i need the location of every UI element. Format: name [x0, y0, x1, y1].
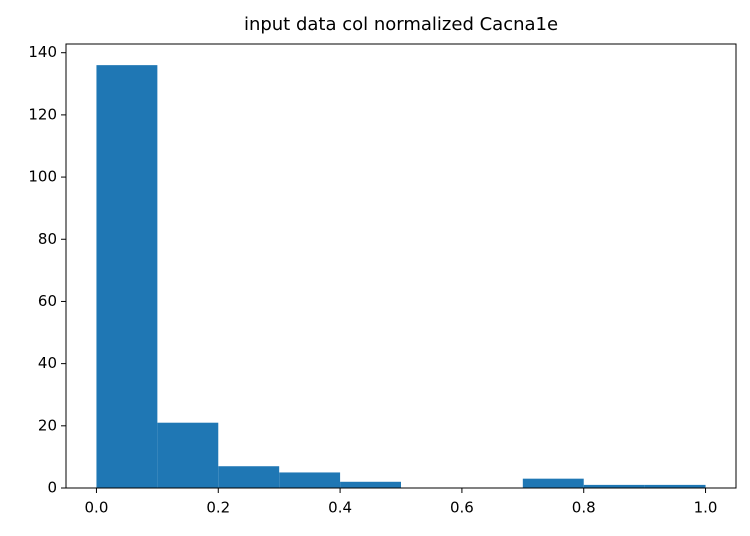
- bar: [522, 478, 584, 488]
- bar: [96, 65, 158, 489]
- bar: [279, 472, 341, 488]
- bar: [157, 422, 219, 488]
- x-tick-label: 1.0: [694, 499, 718, 517]
- y-tick-label: 140: [28, 43, 57, 61]
- chart-title: input data col normalized Cacna1e: [244, 14, 558, 35]
- y-tick-label: 0: [47, 479, 57, 497]
- y-tick-label: 100: [28, 168, 57, 186]
- bar: [583, 484, 645, 488]
- plot-frame: [65, 43, 737, 489]
- x-tick-label: 0.4: [328, 499, 352, 517]
- y-tick-label: 20: [38, 416, 57, 434]
- y-tick-label: 40: [38, 354, 57, 372]
- y-tick-label: 60: [38, 292, 57, 310]
- y-tick-label: 80: [38, 230, 57, 248]
- x-tick-label: 0.6: [450, 499, 474, 517]
- x-tick-label: 0.0: [85, 499, 109, 517]
- bar: [644, 484, 706, 488]
- x-tick-label: 0.8: [572, 499, 596, 517]
- y-tick-label: 120: [28, 105, 57, 123]
- x-tick-label: 0.2: [206, 499, 230, 517]
- bar: [340, 481, 401, 488]
- bar: [218, 466, 280, 488]
